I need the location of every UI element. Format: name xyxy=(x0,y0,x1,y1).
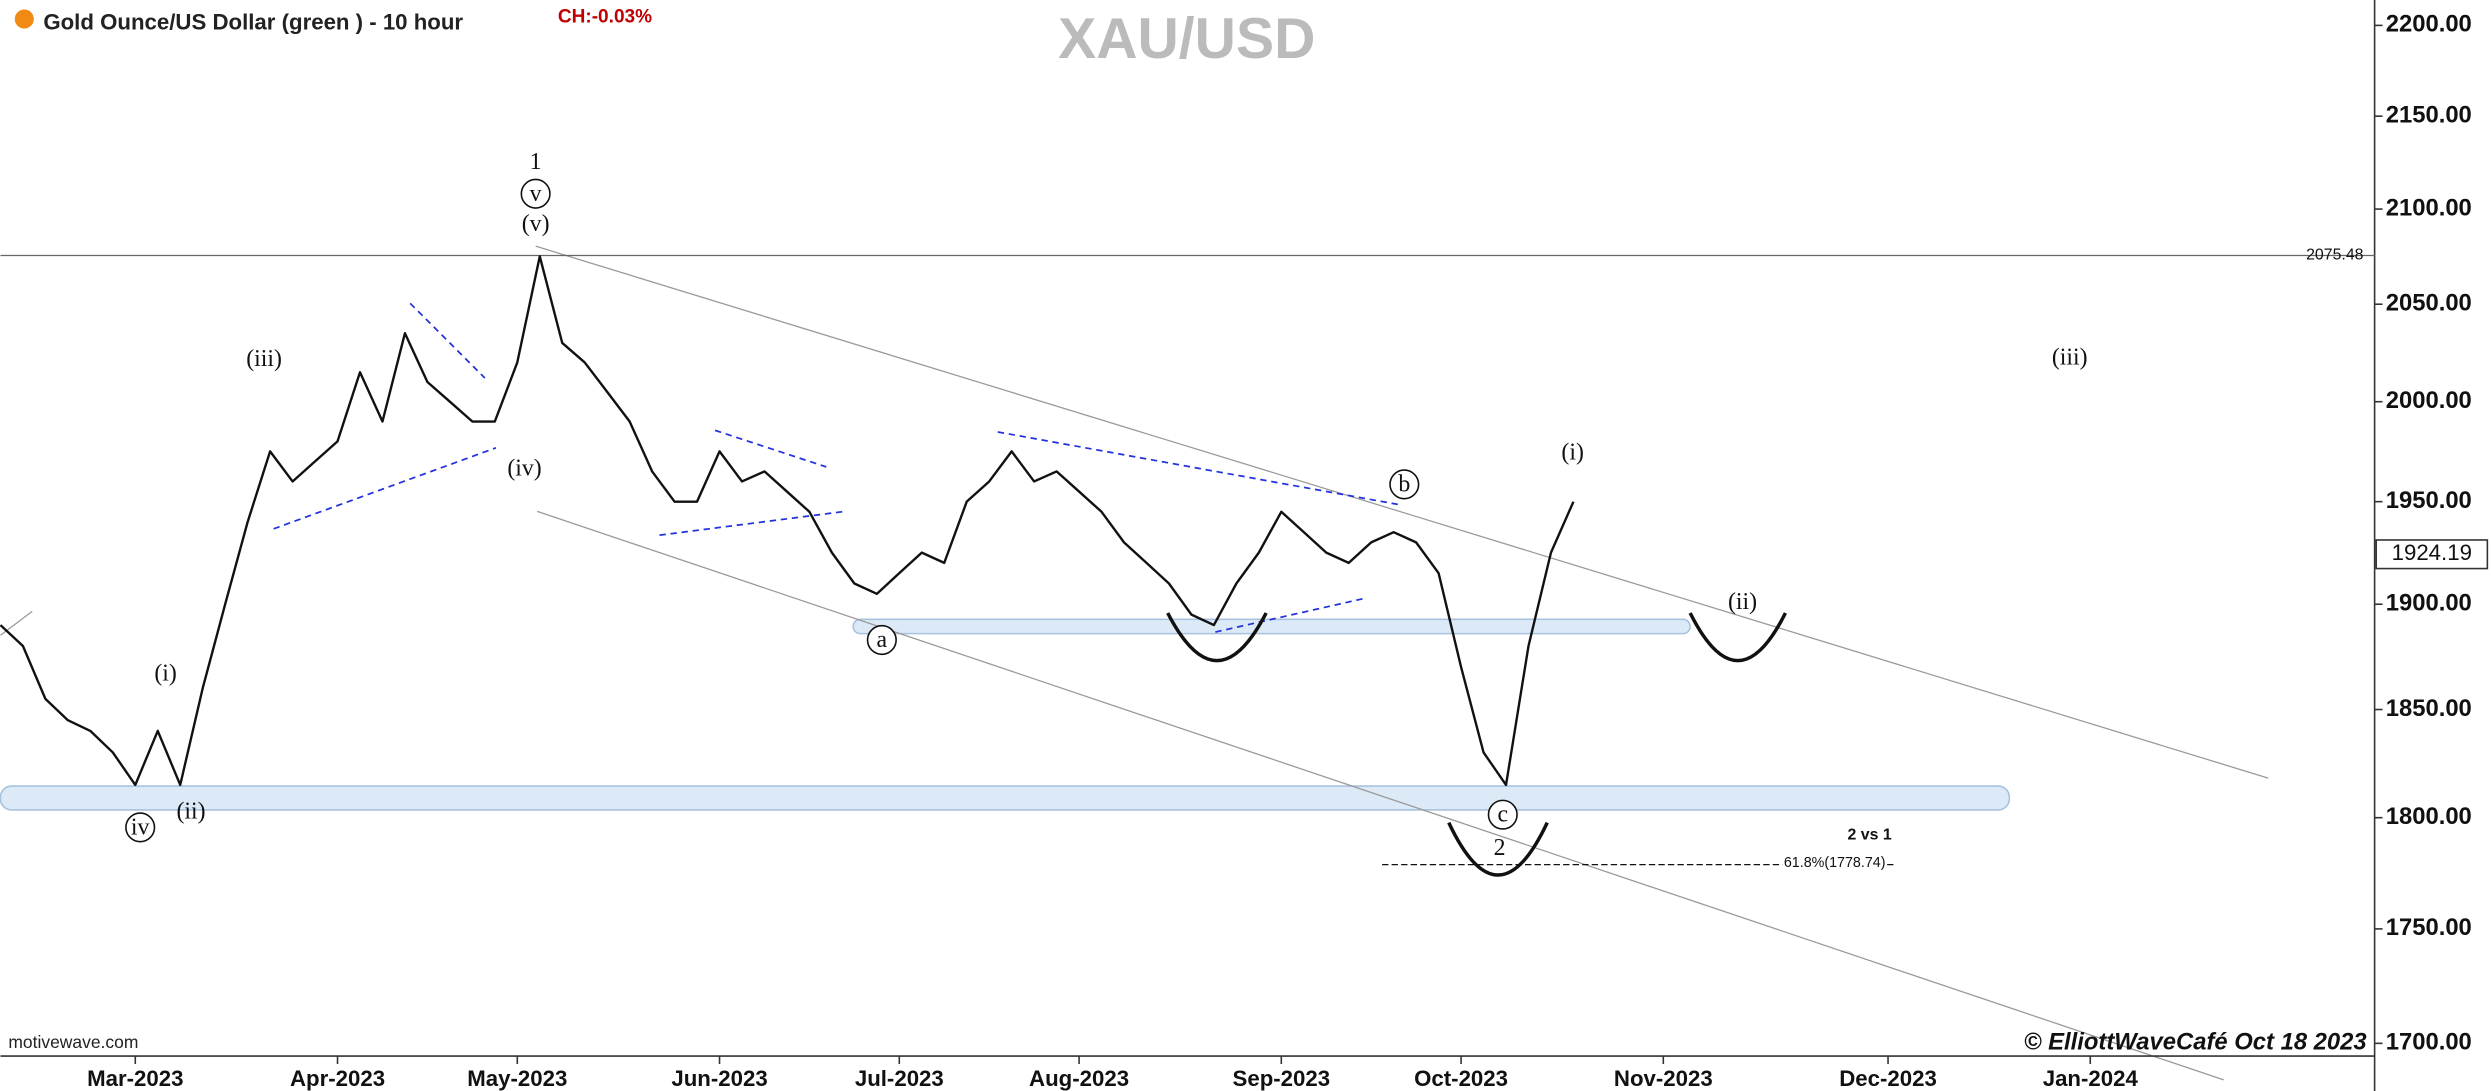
wave-circle xyxy=(520,178,551,209)
wave-label: (iii) xyxy=(246,346,282,372)
last-price-box xyxy=(2375,539,2489,570)
wave-label: (i) xyxy=(1561,440,1583,466)
y-tick-label: 1850.00 xyxy=(2386,695,2472,722)
channel-line xyxy=(537,510,2224,1081)
wave-label: (iv) xyxy=(507,456,541,482)
instrument-label: Gold Ounce/US Dollar (green ) - 10 hour xyxy=(43,10,463,35)
wave-circle xyxy=(866,624,897,656)
wave-label: c xyxy=(1497,802,1508,828)
wave-label: (iii) xyxy=(2052,344,2088,370)
x-tick-label: May-2023 xyxy=(467,1066,567,1091)
x-tick-label: Jan-2024 xyxy=(2043,1066,2139,1091)
x-tick-label: Oct-2023 xyxy=(1414,1066,1508,1091)
y-tick-label: 1950.00 xyxy=(2386,487,2472,514)
y-tick-label: 2000.00 xyxy=(2386,387,2472,414)
wave-label: a xyxy=(877,627,888,653)
y-tick-label: 2200.00 xyxy=(2386,11,2472,38)
wave-label: b xyxy=(1398,471,1410,497)
wave-label: (ii) xyxy=(1728,589,1757,615)
x-tick-label: Dec-2023 xyxy=(1839,1066,1937,1091)
wave-circle xyxy=(125,812,156,843)
wave-label: 2 xyxy=(1494,835,1506,861)
y-tick-label: 1750.00 xyxy=(2386,914,2472,941)
x-tick-label: Mar-2023 xyxy=(87,1066,183,1091)
x-tick-label: Sep-2023 xyxy=(1233,1066,1331,1091)
support-zone xyxy=(852,618,1691,635)
x-tick-label: Jun-2023 xyxy=(671,1066,767,1091)
y-tick-label: 1700.00 xyxy=(2386,1029,2472,1056)
credit: © ElliottWaveCafé Oct 18 2023 xyxy=(2024,1029,2367,1056)
y-tick-label: 2050.00 xyxy=(2386,290,2472,317)
y-tick-label: 2150.00 xyxy=(2386,101,2472,128)
support-zone xyxy=(0,785,2011,811)
fib-title: 2 vs 1 xyxy=(1848,827,1892,844)
wave-label: v xyxy=(530,181,542,207)
reference-label: 2075.48 xyxy=(2306,247,2364,264)
wave-label: (ii) xyxy=(176,799,205,825)
y-tick-label: 1900.00 xyxy=(2386,590,2472,617)
change-label: CH:-0.03% xyxy=(558,6,652,27)
wave-label: (v) xyxy=(522,211,550,237)
x-tick-label: Aug-2023 xyxy=(1029,1066,1129,1091)
y-tick-label: 1800.00 xyxy=(2386,803,2472,830)
wave-circle xyxy=(1487,799,1518,830)
channel-line xyxy=(535,245,2269,779)
x-tick-label: Jul-2023 xyxy=(855,1066,944,1091)
chart-title: XAU/USD xyxy=(1058,7,1315,71)
pattern-lines xyxy=(273,302,1402,633)
wave-circle xyxy=(1389,469,1420,500)
wave-label: (i) xyxy=(154,660,176,686)
arcs xyxy=(1166,612,1788,877)
wave-label: 1 xyxy=(530,149,542,175)
last-price: 1924.19 xyxy=(2392,540,2472,565)
wave-label: iv xyxy=(131,814,150,840)
fib-label-bg xyxy=(1782,854,1888,871)
status-dot xyxy=(14,9,34,29)
price-line xyxy=(0,255,1575,787)
source: motivewave.com xyxy=(8,1032,138,1052)
x-tick-label: Nov-2023 xyxy=(1614,1066,1713,1091)
y-tick-label: 2100.00 xyxy=(2386,194,2472,221)
fib-label: 61.8%(1778.74) xyxy=(1784,855,1886,871)
x-tick-label: Apr-2023 xyxy=(290,1066,385,1091)
